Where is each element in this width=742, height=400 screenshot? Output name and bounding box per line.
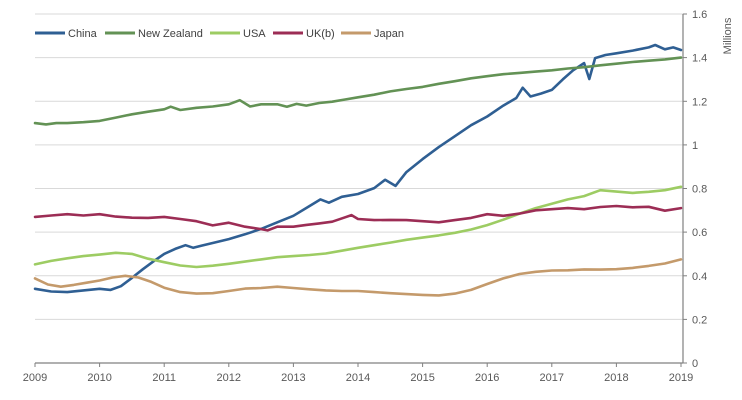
legend-item-china: China [35,28,98,40]
series-line-new-zealand [33,56,683,126]
series-line-uk-b [33,204,683,232]
legend-item-new-zealand: New Zealand [105,28,203,40]
legend-item-usa: USA [210,28,266,40]
y-tick-label: 1.6 [692,9,707,21]
y-tick-label: 0.2 [692,314,707,326]
legend: China New Zealand USA UK(b) Japan [35,28,404,40]
legend-item-japan: Japan [341,28,404,40]
gridlines [35,13,683,320]
y-tick-label: 1.2 [692,96,707,108]
x-tick-label: 2019 [669,372,693,384]
x-tick-label: 2010 [87,372,111,384]
legend-item-uk-b: UK(b) [273,28,335,40]
legend-label-china: China [68,28,98,40]
y-tick-label: 0 [692,358,698,370]
x-tick-label: 2016 [475,372,499,384]
legend-label-new-zealand: New Zealand [138,28,203,40]
series-line-china [33,43,683,294]
x-tick-label: 2015 [410,372,434,384]
legend-label-uk-b: UK(b) [306,28,335,40]
legend-label-japan: Japan [374,28,404,40]
y-axis-title-millions: Millions [722,17,734,54]
x-tick-label: 2012 [217,372,241,384]
x-tick-label: 2017 [540,372,564,384]
legend-label-usa: USA [243,28,266,40]
x-tick-label: 2014 [346,372,370,384]
y-tick-label: 0.6 [692,227,707,239]
series-line-usa [33,185,683,269]
y-tick-label: 1.4 [692,53,707,65]
y-tick-label: 1 [692,140,698,152]
series-line-japan [33,258,683,297]
x-axis: 2009 2010 2011 2012 2013 2014 2015 2016 2017 2018… [23,362,693,384]
y-tick-label: 0.8 [692,184,707,196]
y-axis: 0 0.2 0.4 0.6 0.8 1 1.2 1.4 1.6 Millions [682,9,734,370]
y-tick-label: 0.4 [692,271,707,283]
x-tick-label: 2013 [281,372,305,384]
x-tick-label: 2011 [152,372,176,384]
x-tick-label: 2018 [604,372,628,384]
x-tick-label: 2009 [23,372,47,384]
series-lines [33,43,683,297]
